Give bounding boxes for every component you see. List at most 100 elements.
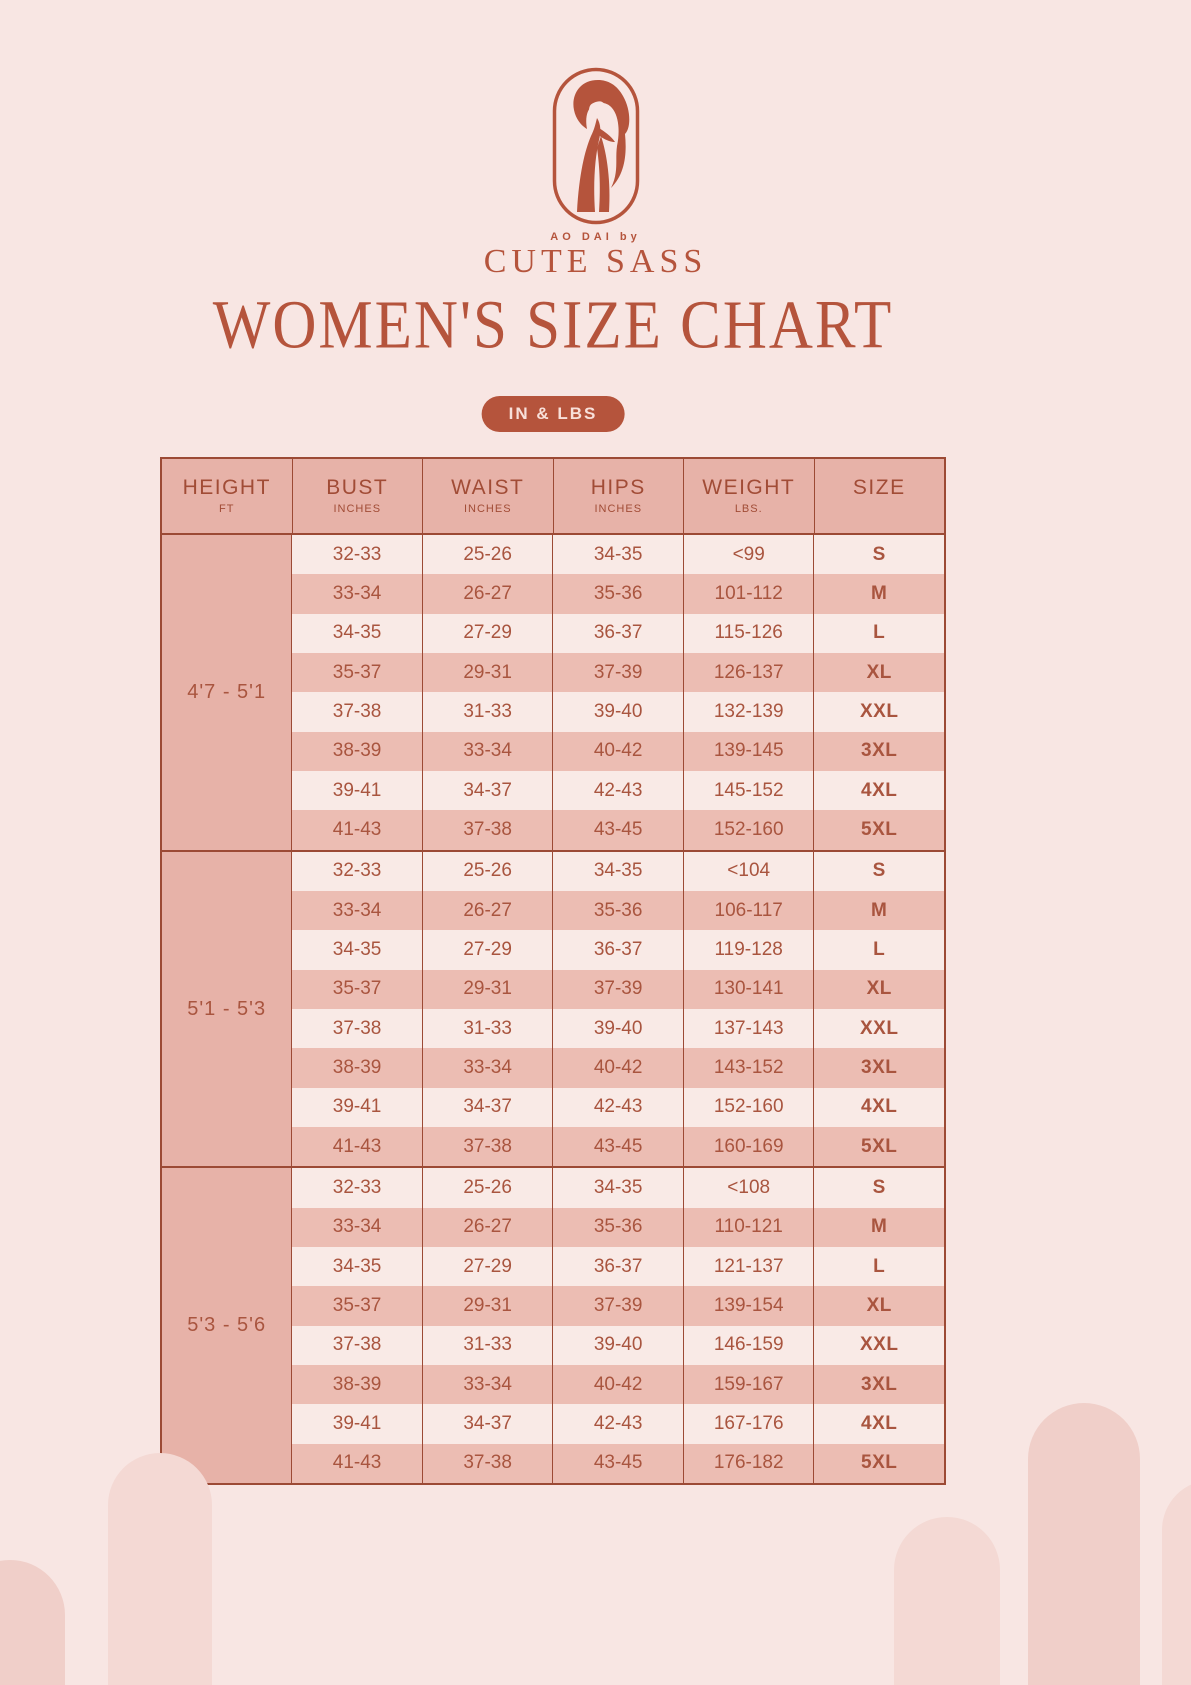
measurement-value: 39-40 [553, 692, 684, 732]
table-row: 34-35 27-29 36-37 119-128 L [292, 930, 944, 970]
measurement-value: 35-37 [292, 969, 423, 1009]
measurement-value: 130-141 [684, 969, 815, 1009]
measurement-value: 29-31 [423, 1286, 554, 1326]
measurement-value: 38-39 [292, 1048, 423, 1088]
measurement-value: 34-35 [292, 930, 423, 970]
table-row: 41-43 37-38 43-45 160-169 5XL [292, 1126, 944, 1167]
table-row: 41-43 37-38 43-45 176-182 5XL [292, 1443, 944, 1483]
size-value: M [871, 582, 888, 604]
table-row: 35-37 29-31 37-39 139-154 XL [292, 1286, 944, 1326]
height-range-label: 5'3 - 5'6 [162, 1168, 293, 1484]
size-value: L [873, 1255, 886, 1277]
table-row: 39-41 34-37 42-43 152-160 4XL [292, 1087, 944, 1127]
section-rows: 32-33 25-26 34-35 <99 S 33-34 26-27 35-36 101-11… [292, 535, 944, 850]
size-value: M [871, 1216, 888, 1238]
measurement-value: 37-38 [292, 692, 423, 732]
measurement-value: 37-38 [423, 810, 554, 850]
measurement-value: 43-45 [553, 1126, 684, 1167]
measurement-value: 40-42 [553, 1048, 684, 1088]
height-section: 5'3 - 5'6 32-33 25-26 34-35 <108 S 33-34 26-27 3… [162, 1168, 944, 1484]
size-value: S [872, 860, 886, 882]
size-value: 3XL [861, 1056, 898, 1078]
measurement-value: 33-34 [292, 574, 423, 614]
units-badge: IN & LBS [481, 396, 625, 432]
arch-decoration [1162, 1480, 1191, 1685]
measurement-value: 126-137 [684, 652, 815, 693]
column-unit-label: LBS. [734, 502, 763, 515]
table-row: 33-34 26-27 35-36 110-121 M [292, 1207, 944, 1247]
measurement-value: 143-152 [684, 1048, 815, 1088]
measurement-value: 38-39 [292, 1364, 423, 1405]
measurement-value: <104 [684, 851, 815, 891]
table-row: 37-38 31-33 39-40 146-159 XXL [292, 1325, 944, 1365]
measurement-value: <108 [684, 1168, 815, 1208]
size-value: 3XL [861, 740, 898, 762]
column-label: HIPS [590, 475, 646, 499]
size-value: 4XL [861, 1096, 898, 1118]
table-row: 34-35 27-29 36-37 115-126 L [292, 613, 944, 653]
measurement-value: 37-39 [553, 969, 684, 1009]
table-row: 37-38 31-33 39-40 132-139 XXL [292, 692, 944, 732]
size-value: XXL [859, 1334, 899, 1356]
measurement-value: 106-117 [684, 891, 815, 931]
measurement-value: 139-145 [684, 731, 815, 771]
measurement-value: 29-31 [423, 969, 554, 1009]
measurement-value: 31-33 [423, 692, 554, 732]
table-row: 32-33 25-26 34-35 <104 S [292, 851, 944, 891]
height-range-label: 4'7 - 5'1 [162, 535, 293, 850]
size-value: XL [866, 978, 892, 1000]
measurement-value: 34-35 [553, 535, 684, 575]
table-row: 41-43 37-38 43-45 152-160 5XL [292, 810, 944, 850]
arch-decoration [108, 1453, 212, 1685]
column-unit-label: FT [219, 502, 235, 515]
measurement-value: 34-35 [292, 1247, 423, 1287]
measurement-value: 37-39 [553, 1286, 684, 1326]
size-value: XL [866, 661, 892, 683]
size-value: L [873, 622, 886, 644]
measurement-value: 26-27 [423, 574, 554, 614]
measurement-value: 39-41 [292, 1404, 423, 1444]
table-row: 38-39 33-34 40-42 143-152 3XL [292, 1048, 944, 1088]
measurement-value: 34-35 [292, 613, 423, 653]
column-label: HEIGHT [182, 475, 271, 499]
arch-decoration [0, 1560, 65, 1685]
measurement-value: 25-26 [423, 535, 554, 575]
brand-name: CUTE SASS [483, 243, 708, 280]
measurement-value: 160-169 [684, 1126, 815, 1167]
table-row: 35-37 29-31 37-39 126-137 XL [292, 652, 944, 693]
measurement-value: 36-37 [553, 930, 684, 970]
measurement-value: 37-38 [423, 1443, 554, 1483]
table-row: 33-34 26-27 35-36 101-112 M [292, 574, 944, 614]
measurement-value: 145-152 [684, 770, 815, 811]
measurement-value: 167-176 [684, 1404, 815, 1444]
measurement-value: 41-43 [292, 810, 423, 850]
measurement-value: 32-33 [292, 851, 423, 891]
size-value: 5XL [861, 1452, 898, 1474]
size-value: XXL [859, 1017, 899, 1039]
woman-ao-dai-icon [552, 67, 639, 225]
measurement-value: 33-34 [423, 1048, 554, 1088]
size-value: XL [866, 1294, 892, 1316]
measurement-value: 37-39 [553, 652, 684, 693]
measurement-value: 31-33 [423, 1008, 554, 1049]
column-label: WEIGHT [702, 475, 796, 499]
column-label: WAIST [451, 475, 525, 499]
measurement-value: 27-29 [423, 1247, 554, 1287]
size-value: M [871, 899, 888, 921]
measurement-value: 39-40 [553, 1325, 684, 1365]
measurement-value: 119-128 [684, 930, 815, 970]
measurement-value: 176-182 [684, 1443, 815, 1483]
measurement-value: 43-45 [553, 1443, 684, 1483]
table-row: 34-35 27-29 36-37 121-137 L [292, 1247, 944, 1287]
arch-decoration [1028, 1403, 1140, 1685]
measurement-value: 27-29 [423, 613, 554, 653]
section-rows: 32-33 25-26 34-35 <104 S 33-34 26-27 35-36 106-1… [292, 851, 944, 1167]
table-row: 37-38 31-33 39-40 137-143 XXL [292, 1008, 944, 1049]
table-row: 35-37 29-31 37-39 130-141 XL [292, 969, 944, 1009]
size-value: 4XL [861, 1412, 898, 1434]
measurement-value: 152-160 [684, 810, 815, 850]
measurement-value: 37-38 [292, 1008, 423, 1049]
column-header-bust: BUST INCHES [293, 459, 423, 533]
brand-logo [551, 66, 641, 231]
table-row: 39-41 34-37 42-43 167-176 4XL [292, 1404, 944, 1444]
